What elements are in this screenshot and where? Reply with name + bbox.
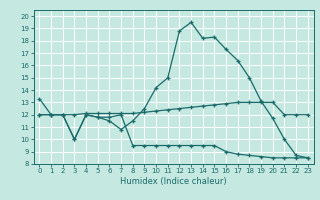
- X-axis label: Humidex (Indice chaleur): Humidex (Indice chaleur): [120, 177, 227, 186]
